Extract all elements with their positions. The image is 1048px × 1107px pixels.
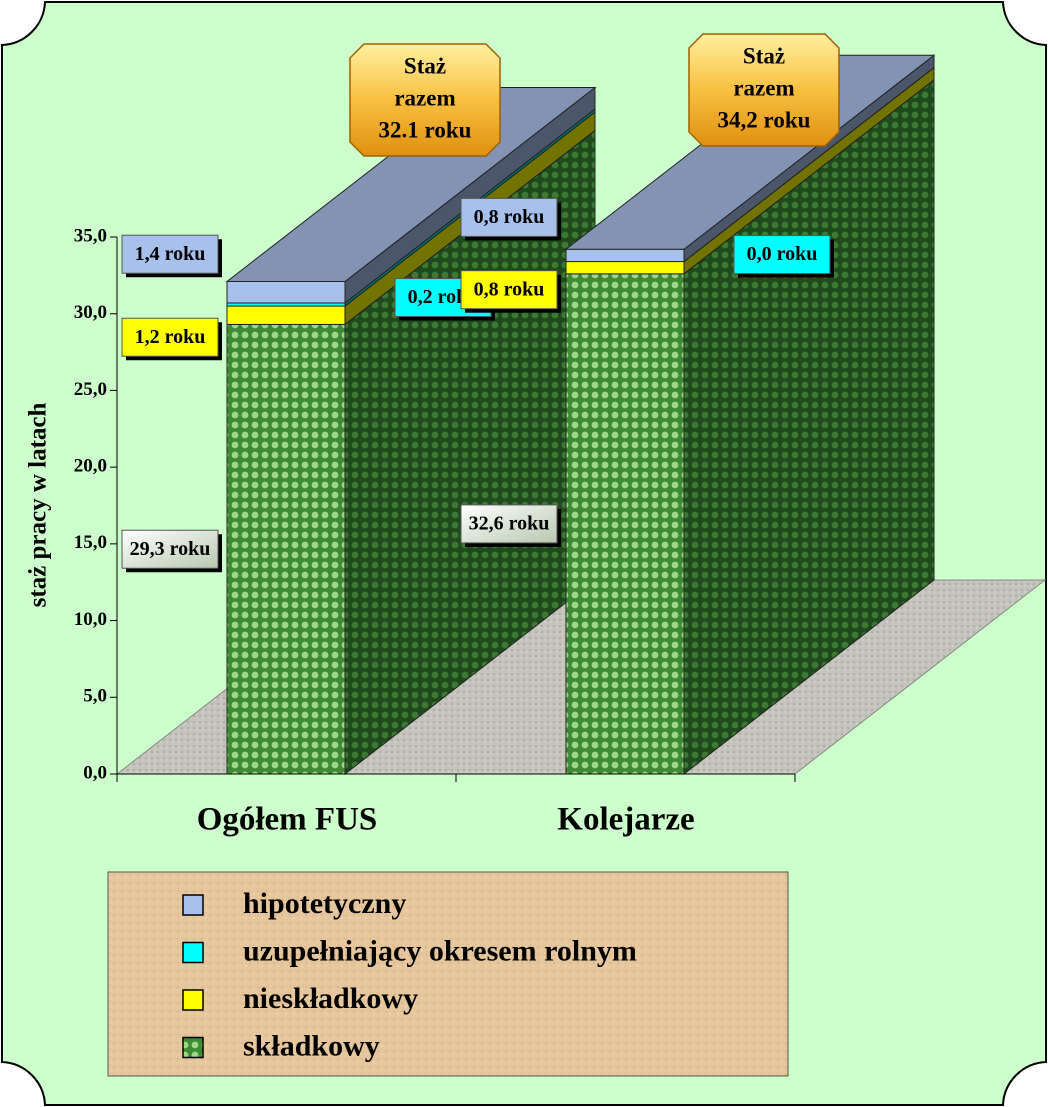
value-label: 0,8 roku [474,278,545,300]
callout-text: Staż [404,53,446,78]
value-label-box [460,197,558,237]
value-label-box [121,529,219,569]
value-label: 0,8 roku [474,206,545,228]
y-tick-label: 10,0 [74,609,107,630]
value-label: 29,3 roku [130,538,211,560]
y-tick-label: 15,0 [74,532,107,553]
callout-text: 32.1 roku [379,117,472,142]
x-tick-label: Kolejarze [557,802,694,838]
callout-text: razem [733,75,794,100]
value-label-box [460,504,558,544]
bar-segment [226,280,346,304]
y-tick-label: 30,0 [74,302,107,323]
value-label-box [733,235,831,275]
callout [688,33,840,147]
y-tick-label: 20,0 [74,456,107,477]
callout-text: Staż [743,43,785,68]
callout-text: razem [394,85,455,110]
legend-swatch [182,989,204,1011]
x-tick-label: Ogółem FUS [197,802,378,838]
value-label: 0,0 roku [747,243,818,265]
y-tick-label: 5,0 [83,686,107,707]
callout [349,43,501,157]
y-tick-label: 0,0 [83,762,107,783]
value-label-box [460,270,558,310]
legend-swatch [182,941,204,964]
bar-segment [226,305,346,325]
callout-text: 34,2 roku [718,107,811,132]
legend-swatch [182,1036,204,1059]
bar-segment [565,273,685,775]
legend [107,871,789,1077]
bar-segment [226,323,346,775]
y-tick-label: 25,0 [74,379,107,400]
legend-label: hipotetyczny [243,887,406,920]
value-label-box [121,317,219,357]
value-label: 1,2 roku [135,326,206,348]
legend-label: nieskładkowy [243,982,418,1015]
legend-swatch [182,894,204,916]
legend-label: składkowy [243,1029,380,1062]
bar-segment [565,248,685,263]
value-label-box [121,234,219,274]
y-tick-label: 35,0 [74,225,107,246]
value-label: 1,4 roku [135,243,206,265]
bar-segment [565,261,685,275]
legend-label: uzupełniający okresem rolnym [243,934,637,967]
y-axis-label: staż pracy w latach [25,402,52,607]
value-label: 32,6 roku [469,513,550,535]
